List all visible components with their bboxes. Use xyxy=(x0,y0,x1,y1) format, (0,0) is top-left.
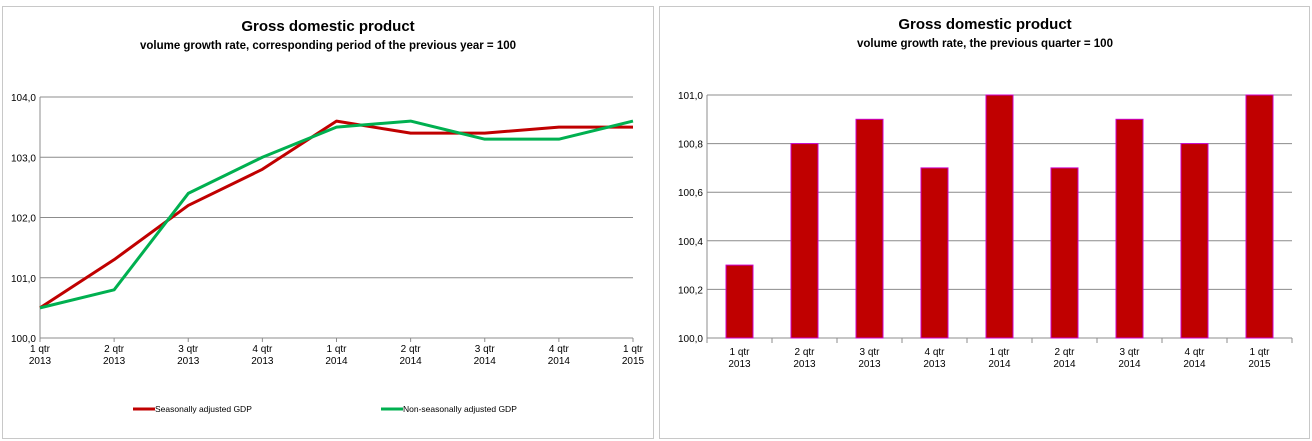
bar xyxy=(855,118,884,339)
x-tick-label-year: 2014 xyxy=(548,356,571,367)
x-tick-label: 1 qtr xyxy=(729,347,750,358)
y-tick-label: 103,0 xyxy=(11,153,36,164)
x-tick-label: 2 qtr xyxy=(401,344,422,355)
line-chart-panel: Gross domestic product volume growth rat… xyxy=(2,6,654,439)
x-tick-label-year: 2014 xyxy=(325,356,348,367)
y-tick-label: 100,4 xyxy=(678,237,703,248)
bar xyxy=(1180,143,1209,339)
x-tick-label-year: 2013 xyxy=(177,356,200,367)
x-tick-label: 3 qtr xyxy=(859,347,880,358)
x-tick-label-year: 2013 xyxy=(103,356,126,367)
x-tick-label-year: 2013 xyxy=(29,356,52,367)
legend-label: Non-seasonally adjusted GDP xyxy=(403,404,517,414)
y-tick-label: 104,0 xyxy=(11,93,36,104)
x-tick-label-year: 2013 xyxy=(923,359,946,370)
line-chart: Gross domestic product volume growth rat… xyxy=(11,18,645,414)
x-tick-label: 4 qtr xyxy=(252,344,273,355)
x-tick-label-year: 2014 xyxy=(988,359,1011,370)
x-tick-label: 1 qtr xyxy=(326,344,347,355)
x-tick-label-year: 2013 xyxy=(793,359,816,370)
x-tick-label-year: 2014 xyxy=(474,356,497,367)
bar xyxy=(1115,118,1144,339)
bar-chart-panel: Gross domestic product volume growth rat… xyxy=(659,6,1310,439)
bar-chart: Gross domestic product volume growth rat… xyxy=(678,16,1293,370)
x-tick-label-year: 2014 xyxy=(1053,359,1076,370)
x-tick-label-year: 2013 xyxy=(858,359,881,370)
y-tick-label: 101,0 xyxy=(678,91,703,102)
y-tick-label: 102,0 xyxy=(11,214,36,225)
y-tick-label: 100,2 xyxy=(678,285,703,296)
x-tick-label: 3 qtr xyxy=(178,344,199,355)
x-tick-label: 4 qtr xyxy=(549,344,570,355)
chart-subtitle: volume growth rate, corresponding period… xyxy=(140,40,516,52)
y-tick-label: 101,0 xyxy=(11,274,36,285)
bar xyxy=(725,264,754,339)
x-tick-label-year: 2015 xyxy=(1248,359,1271,370)
x-tick-label: 1 qtr xyxy=(1249,347,1270,358)
y-tick-label: 100,0 xyxy=(678,334,703,345)
x-tick-label: 3 qtr xyxy=(1119,347,1140,358)
bar xyxy=(985,94,1014,339)
bar xyxy=(1050,167,1079,339)
chart-title: Gross domestic product xyxy=(898,16,1071,33)
x-tick-label: 4 qtr xyxy=(1184,347,1205,358)
x-tick-label: 2 qtr xyxy=(1054,347,1075,358)
chart-title: Gross domestic product xyxy=(241,18,414,35)
x-tick-label-year: 2014 xyxy=(400,356,423,367)
legend-label: Seasonally adjusted GDP xyxy=(155,404,252,414)
x-tick-label-year: 2015 xyxy=(622,356,645,367)
x-tick-label: 1 qtr xyxy=(989,347,1010,358)
x-tick-label: 4 qtr xyxy=(924,347,945,358)
x-tick-label-year: 2013 xyxy=(251,356,274,367)
x-tick-label: 3 qtr xyxy=(475,344,496,355)
series-line-seasonally-adjusted xyxy=(39,119,633,310)
x-tick-label-year: 2014 xyxy=(1118,359,1141,370)
bar xyxy=(920,167,949,339)
x-tick-label: 1 qtr xyxy=(30,344,51,355)
y-tick-label: 100,0 xyxy=(11,334,36,345)
x-tick-label: 2 qtr xyxy=(104,344,125,355)
bar xyxy=(790,143,819,339)
series-line-non-seasonally-adjusted xyxy=(39,119,634,310)
y-tick-label: 100,6 xyxy=(678,188,703,199)
x-tick-label-year: 2013 xyxy=(728,359,751,370)
x-tick-label: 1 qtr xyxy=(623,344,644,355)
x-tick-label: 2 qtr xyxy=(794,347,815,358)
y-tick-label: 100,8 xyxy=(678,140,703,151)
bar xyxy=(1245,94,1274,339)
chart-subtitle: volume growth rate, the previous quarter… xyxy=(857,38,1113,50)
x-tick-label-year: 2014 xyxy=(1183,359,1206,370)
